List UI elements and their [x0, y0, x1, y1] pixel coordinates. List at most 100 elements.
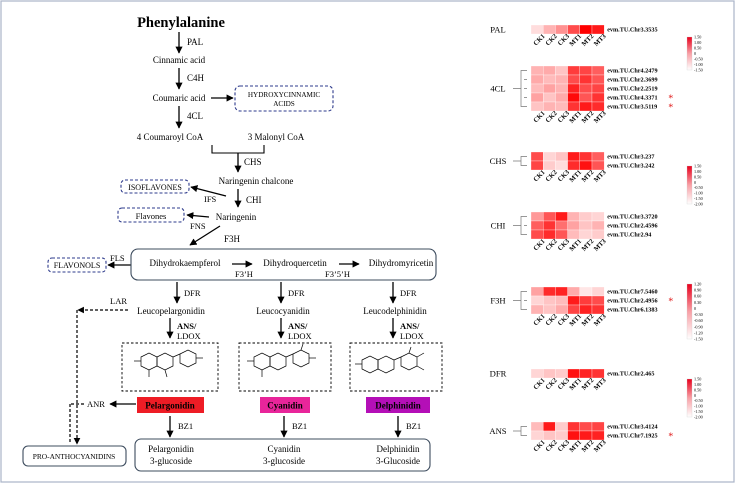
colorbar-tick: 1.20: [694, 282, 701, 287]
heatmap-cell: [579, 92, 593, 103]
ldox-enzyme-3: LDOX: [400, 331, 424, 341]
fns-arrow: [186, 212, 210, 220]
colorbar-tick: 0.50: [694, 174, 701, 179]
colorbar-tick: -0.30: [694, 312, 703, 317]
ans-enzyme-3: ANS/: [400, 321, 420, 331]
heatmap-cell: [555, 304, 568, 315]
heatmap-cell: [579, 211, 593, 222]
proanthocyanidins-box: [22, 445, 127, 467]
heatmap-column-label: MT1: [568, 313, 583, 328]
heatmap-cell: [591, 151, 605, 162]
cinnamic-acid-label: Cinnamic acid: [153, 55, 206, 65]
colorbar-tick: 1.50: [694, 164, 701, 169]
heatmap-cell: [591, 74, 605, 85]
colorbar-tick: 0.30: [694, 300, 701, 305]
dihydroquercetin-label: Dihydroquercetin: [263, 258, 327, 268]
heatmap-cell: [543, 160, 556, 171]
heatmap-cell: [591, 211, 605, 222]
heatmap-cell: [579, 83, 593, 94]
heatmap-column-label: MT3: [593, 33, 608, 48]
lar-enzyme: LAR: [110, 296, 127, 306]
colorbar-tick: -1.00: [694, 191, 703, 196]
dendrogram: [513, 426, 527, 436]
heatmap-cell: [530, 286, 544, 297]
pelargonidin-glucoside-line1: Pelargonidin: [148, 444, 194, 454]
heatmap-cell: [567, 24, 580, 35]
heatmap-gene-label: CHS: [490, 156, 507, 166]
heatmap-cell: [555, 160, 568, 171]
ans-enzyme-1: ANS/: [177, 321, 197, 331]
heatmap-column-label: CK1: [532, 33, 546, 47]
leucopelargonidin-label: Leucopelargonidin: [137, 306, 205, 316]
gene-id-label: evm.TU.Chr2.94: [607, 232, 651, 239]
heatmap-cell: [567, 368, 580, 379]
gene-id-label: evm.TU.Chr2.465: [607, 371, 654, 378]
flavonols-box: [47, 257, 107, 273]
dendrogram: [513, 70, 527, 107]
isoflavones-box: [120, 179, 190, 194]
heatmap-column-label: MT3: [593, 439, 608, 454]
glucosides-box: [134, 438, 431, 472]
significance-star: *: [668, 94, 673, 105]
fns-enzyme: FNS: [190, 221, 206, 231]
colorbar-tick: 0.50: [694, 46, 701, 51]
cyanidin-box: [260, 397, 310, 413]
heatmap-cell: [543, 151, 556, 162]
heatmap-cell: [555, 421, 568, 432]
heatmap-cell: [530, 74, 544, 85]
heatmap-column-label: CK2: [545, 33, 560, 48]
f3h-arrow: [189, 225, 221, 246]
heatmap-column-label: MT3: [593, 169, 608, 184]
heatmap-cell: [579, 229, 593, 240]
pelargonidin-structure: [121, 342, 219, 392]
heatmap-cell: [543, 304, 556, 315]
cyanidin-glucoside-line2: 3-glucoside: [263, 456, 305, 466]
colorbar-tick: -0.50: [694, 185, 703, 190]
gene-id-label: evm.TU.Chr3.5119: [607, 104, 657, 111]
heatmap-cell: [579, 295, 593, 306]
heatmap-cell: [591, 229, 605, 240]
ldox-enzyme-1: LDOX: [177, 331, 201, 341]
colorbar: [686, 165, 693, 205]
heatmap-cell: [567, 286, 580, 297]
colorbar-tick: 0: [694, 306, 696, 311]
heatmap-cell: [591, 160, 605, 171]
pathway-diagram: Phenylalanine PAL Cinnamic acid C4H Coum…: [22, 15, 443, 472]
heatmap-column-label: MT3: [593, 238, 608, 253]
heatmap-cell: [555, 92, 568, 103]
heatmap-cell: [579, 160, 593, 171]
colorbar: [686, 378, 693, 418]
heatmap-cell: [530, 295, 544, 306]
heatmap-cell: [555, 220, 568, 231]
colorbar-tick: 0.50: [694, 387, 701, 392]
heatmap-cell: [543, 286, 556, 297]
colorbar-tick: -1.00: [694, 404, 703, 409]
ans-enzyme-2: ANS/: [288, 321, 308, 331]
heatmap-cell: [591, 83, 605, 94]
heatmap-cell: [591, 295, 605, 306]
heatmap-cell: [591, 65, 605, 76]
heatmap-cell: [579, 430, 593, 441]
heatmap-cell: [555, 286, 568, 297]
gene-id-label: evm.TU.Chr3.3720: [607, 214, 657, 221]
significance-star: *: [668, 103, 673, 114]
colorbar-tick: -0.90: [694, 324, 703, 329]
pelargonidin-label: Pelargonidin: [145, 401, 195, 411]
naringenin-label: Naringenin: [216, 212, 257, 222]
gene-id-label: evm.TU.Chr7.5460: [607, 289, 657, 296]
colorbar-tick: -2.00: [694, 202, 703, 207]
heatmap-cell: [567, 220, 580, 231]
heatmap-cell: [555, 295, 568, 306]
colorbar-tick: -1.20: [694, 330, 703, 335]
heatmap-cell: [567, 421, 580, 432]
heatmap-column-label: MT2: [581, 313, 596, 328]
heatmap-column-label: MT1: [568, 110, 583, 125]
heatmap-cell: [530, 151, 544, 162]
heatmap-panel-4cl: 4CL evm.TU.Chr4.2479 evm.TU.Chr2.3699 evm.T…: [490, 35, 702, 125]
heatmap-gene-label: F3H: [490, 296, 505, 306]
dendrogram: [513, 216, 527, 235]
colorbar-tick: -1.50: [694, 196, 703, 201]
heatmap-gene-label: ANS: [489, 426, 506, 436]
flavones-label: Flavones: [136, 211, 167, 221]
heatmap-cell: [530, 160, 544, 171]
